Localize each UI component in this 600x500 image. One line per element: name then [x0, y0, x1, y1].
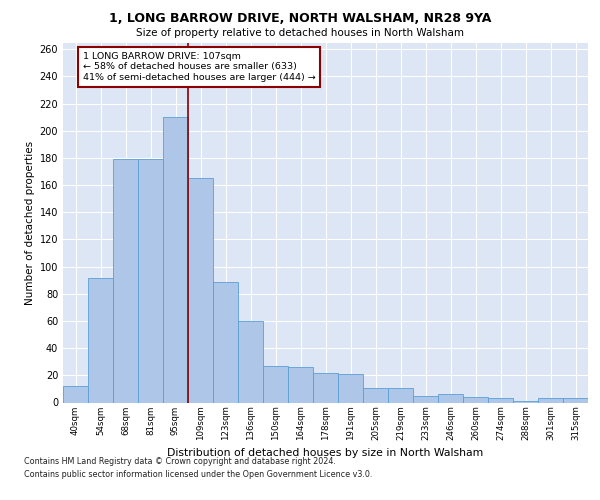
Bar — [238, 321, 263, 402]
Text: Size of property relative to detached houses in North Walsham: Size of property relative to detached ho… — [136, 28, 464, 38]
Bar — [313, 372, 338, 402]
Bar — [213, 282, 238, 403]
Bar — [363, 388, 388, 402]
Text: 1 LONG BARROW DRIVE: 107sqm
← 58% of detached houses are smaller (633)
41% of se: 1 LONG BARROW DRIVE: 107sqm ← 58% of det… — [83, 52, 316, 82]
Bar — [113, 160, 138, 402]
Bar — [338, 374, 363, 402]
Bar — [488, 398, 513, 402]
Bar — [463, 397, 488, 402]
Bar — [438, 394, 463, 402]
Bar — [263, 366, 288, 403]
Bar — [138, 160, 163, 402]
Text: Contains HM Land Registry data © Crown copyright and database right 2024.: Contains HM Land Registry data © Crown c… — [24, 458, 336, 466]
Y-axis label: Number of detached properties: Number of detached properties — [25, 140, 35, 304]
Bar — [388, 388, 413, 402]
Bar — [188, 178, 213, 402]
Bar — [563, 398, 588, 402]
Bar — [288, 367, 313, 402]
Bar — [413, 396, 438, 402]
Text: 1, LONG BARROW DRIVE, NORTH WALSHAM, NR28 9YA: 1, LONG BARROW DRIVE, NORTH WALSHAM, NR2… — [109, 12, 491, 26]
Bar — [88, 278, 113, 402]
Bar — [538, 398, 563, 402]
Text: Contains public sector information licensed under the Open Government Licence v3: Contains public sector information licen… — [24, 470, 373, 479]
Bar — [163, 117, 188, 403]
Bar — [63, 386, 88, 402]
X-axis label: Distribution of detached houses by size in North Walsham: Distribution of detached houses by size … — [167, 448, 484, 458]
Bar — [513, 401, 538, 402]
